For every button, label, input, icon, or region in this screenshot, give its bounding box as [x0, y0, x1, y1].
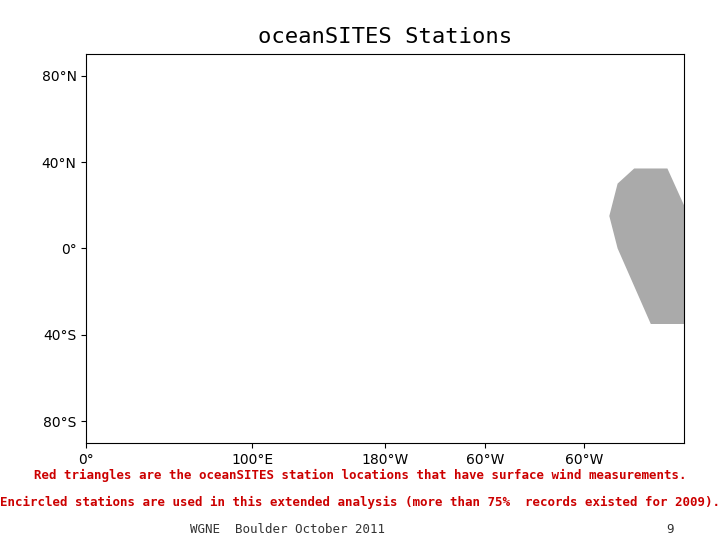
Text: WGNE  Boulder October 2011: WGNE Boulder October 2011: [191, 523, 385, 536]
Text: 9: 9: [666, 523, 673, 536]
Title: oceanSITES Stations: oceanSITES Stations: [258, 27, 512, 47]
Text: Encircled stations are used in this extended analysis (more than 75%  records ex: Encircled stations are used in this exte…: [0, 496, 720, 509]
Polygon shape: [609, 168, 684, 324]
Text: Red triangles are the oceanSITES station locations that have surface wind measur: Red triangles are the oceanSITES station…: [34, 469, 686, 482]
